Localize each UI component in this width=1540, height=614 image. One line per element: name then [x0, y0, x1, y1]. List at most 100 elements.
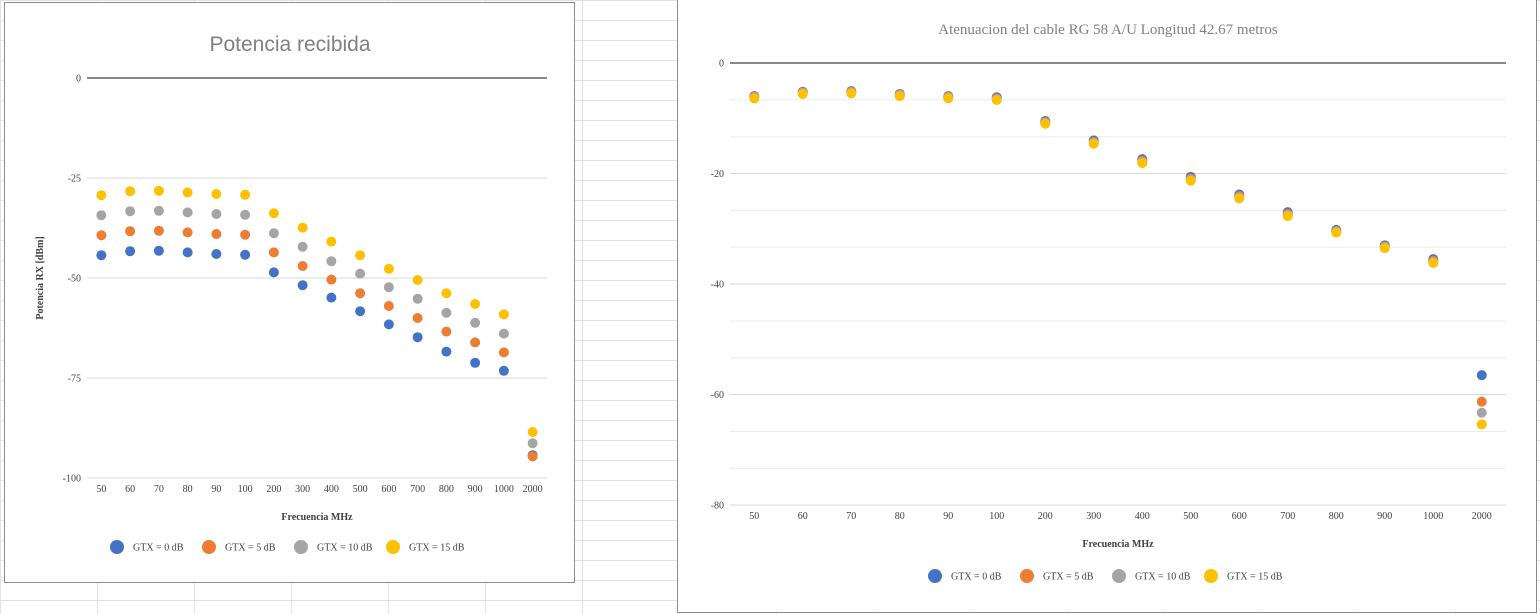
x-tick-label: 2000 — [523, 484, 543, 495]
data-point — [96, 250, 107, 261]
data-point — [527, 451, 538, 462]
data-point — [441, 346, 452, 357]
y-tick-label: -75 — [68, 374, 81, 385]
data-point — [211, 229, 222, 239]
x-tick-label: 70 — [846, 511, 856, 522]
chart-potencia-recibida[interactable]: Potencia recibida 0 -25 -50 -75 -100 50 60 70 80 9… — [4, 2, 575, 583]
legend-label: GTX = 15 dB — [409, 543, 465, 554]
legend-marker — [1204, 569, 1218, 583]
legend-marker — [202, 540, 216, 554]
legend-marker — [294, 540, 308, 554]
chart-title: Atenuacion del cable RG 58 A/U Longitud … — [938, 22, 1278, 38]
y-tick-label: -80 — [711, 501, 724, 512]
data-point — [1331, 227, 1342, 238]
data-point — [355, 268, 366, 279]
chart-title: Potencia recibida — [209, 33, 370, 56]
data-point — [470, 299, 481, 309]
data-point — [268, 208, 279, 219]
x-tick-label: 600 — [1232, 511, 1247, 522]
x-tick-label: 1000 — [1423, 511, 1443, 522]
data-point — [326, 292, 337, 303]
data-point — [355, 250, 366, 261]
data-point — [297, 241, 308, 252]
data-point — [211, 249, 222, 259]
data-point — [498, 328, 509, 339]
x-tick-label: 300 — [1086, 511, 1101, 522]
data-point — [412, 332, 423, 343]
data-point — [470, 317, 481, 328]
data-point — [441, 326, 452, 337]
data-point — [441, 307, 452, 318]
data-point — [383, 282, 394, 293]
y-tick-label: -60 — [711, 390, 724, 401]
data-point — [125, 186, 136, 197]
data-point — [96, 230, 107, 241]
x-tick-label: 500 — [353, 484, 368, 495]
x-tick-label: 700 — [410, 484, 425, 495]
x-tick-label: 200 — [1038, 511, 1053, 522]
data-point — [1476, 370, 1487, 381]
legend-marker — [928, 569, 942, 583]
data-point — [412, 313, 423, 323]
data-point — [470, 357, 481, 368]
chart-left-svg: Potencia recibida 0 -25 -50 -75 -100 50 60 70 80 9… — [35, 33, 547, 554]
data-point — [211, 209, 222, 219]
data-point — [211, 189, 222, 199]
data-point — [125, 246, 136, 257]
chart-atenuacion-cable[interactable]: Atenuacion del cable RG 58 A/U Longitud … — [677, 0, 1537, 613]
x-tick-label: 900 — [468, 484, 483, 495]
data-point — [240, 249, 251, 260]
data-point — [268, 267, 279, 278]
data-point — [96, 210, 107, 221]
data-point — [749, 93, 760, 104]
data-point — [1185, 175, 1196, 186]
data-point — [96, 190, 107, 201]
data-point — [153, 245, 164, 256]
data-point — [297, 280, 308, 291]
data-point — [1088, 138, 1099, 149]
y-tick-label: -40 — [711, 280, 724, 291]
legend-label: GTX = 15 dB — [1227, 572, 1283, 583]
legend-marker — [1112, 569, 1126, 583]
legend-label: GTX = 0 dB — [133, 543, 184, 554]
data-point — [1234, 193, 1245, 204]
x-tick-label: 400 — [324, 484, 339, 495]
x-tick-label: 90 — [211, 484, 221, 495]
y-axis-label: Potencia RX [dBm] — [35, 236, 46, 319]
x-tick-label: 700 — [1280, 511, 1295, 522]
data-point — [326, 274, 337, 285]
data-point — [355, 288, 366, 299]
x-tick-label: 500 — [1183, 511, 1198, 522]
x-tick-label: 60 — [125, 484, 135, 495]
data-point — [153, 185, 164, 196]
data-point — [383, 263, 394, 274]
x-tick-label: 70 — [154, 484, 164, 495]
data-point — [383, 319, 394, 330]
data-point — [797, 88, 808, 99]
data-point — [125, 226, 136, 237]
data-point — [943, 93, 954, 104]
x-tick-label: 600 — [381, 484, 396, 495]
data-point — [383, 301, 394, 311]
data-point — [498, 309, 509, 320]
data-point — [1137, 158, 1148, 169]
legend-label: GTX = 10 dB — [1135, 572, 1191, 583]
data-point — [498, 365, 509, 376]
x-tick-label: 800 — [439, 484, 454, 495]
x-tick-label: 50 — [96, 484, 106, 495]
data-point — [527, 427, 538, 437]
legend-label: GTX = 0 dB — [951, 572, 1002, 583]
data-point — [1040, 118, 1051, 129]
data-point — [991, 95, 1002, 106]
y-tick-label: -20 — [711, 169, 724, 180]
y-tick-label: -50 — [68, 274, 81, 285]
x-tick-label: 100 — [238, 484, 253, 495]
x-tick-label: 50 — [749, 511, 759, 522]
data-point — [1476, 407, 1487, 418]
y-tick-label: 0 — [719, 59, 724, 70]
data-point — [326, 256, 337, 267]
data-point — [182, 247, 193, 258]
data-point — [441, 288, 452, 299]
data-point — [240, 189, 251, 200]
data-point — [268, 247, 279, 258]
